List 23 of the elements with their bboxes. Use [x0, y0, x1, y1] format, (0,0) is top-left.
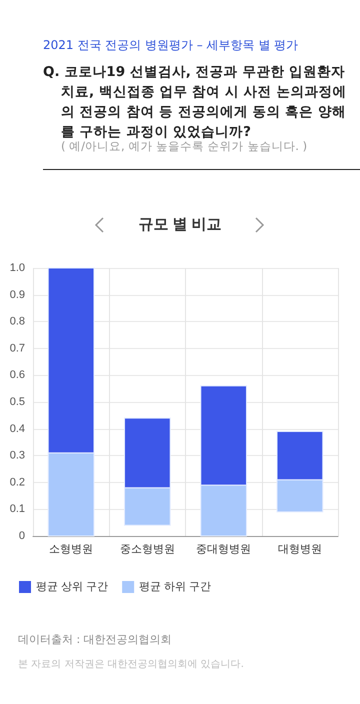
legend-label: 평균 상위 구간	[36, 581, 108, 593]
text: Q. 코로나19 선별검사, 전공과 무관한 입원환자 치료, 백신접종 업무 참여 시 사전 논의과정에의 전공의 참여 등 전공의에게 동의 혹은 양해를 구하는 과정이 있었습니까?	[43, 63, 348, 141]
x-tick-label: 대형병원	[278, 544, 322, 556]
y-tick-label: 0	[18, 530, 25, 542]
text: 데이터출처 : 대한전공의협의회	[18, 632, 172, 647]
y-tick-label: 0.7	[10, 342, 25, 354]
x-tick-label: 중소형병원	[120, 544, 175, 556]
text: 2021 전국 전공의 병원평가 – 세부항목 별 평가	[43, 37, 298, 54]
y-tick-label: 0.5	[10, 396, 25, 408]
x-tick-label: 소형병원	[49, 544, 94, 556]
y-tick-label: 0.8	[10, 316, 25, 328]
text: ( 예/아니요, 예가 높을수록 순위가 높습니다. )	[61, 139, 308, 154]
y-tick-label: 0.6	[10, 369, 25, 382]
legend-label: 평균 하위 구간	[139, 581, 212, 593]
y-tick-label: 0.1	[10, 503, 25, 516]
chart-title: 규모 별 비교	[138, 216, 222, 233]
y-tick-label: 0.9	[10, 288, 25, 301]
y-tick-label: 1.0	[10, 262, 25, 274]
text: 본 자료의 저작권은 대한전공의협의회에 있습니다.	[18, 658, 244, 671]
x-tick-label: 중대형병원	[196, 544, 252, 556]
y-tick-label: 0.4	[10, 422, 25, 435]
y-tick-label: 0.3	[10, 450, 25, 462]
y-tick-label: 0.2	[10, 476, 25, 488]
